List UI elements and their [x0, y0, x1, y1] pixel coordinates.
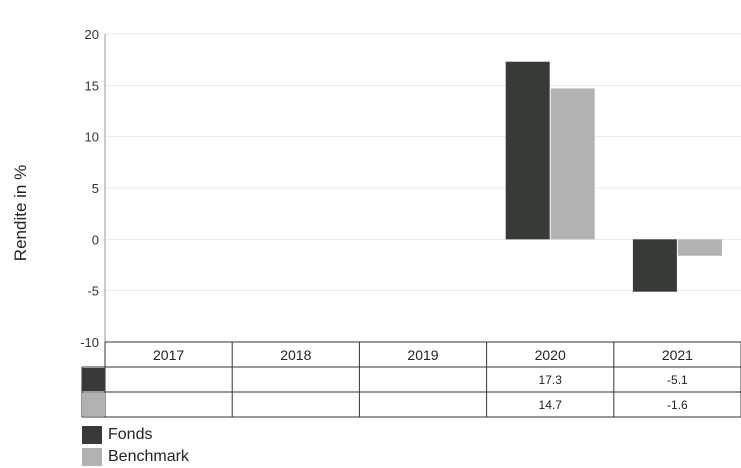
legend-swatch-fonds	[82, 426, 102, 444]
y-tick-label: 20	[85, 27, 99, 42]
legend: Fonds Benchmark	[82, 424, 189, 468]
bar-benchmark-2021	[677, 239, 722, 256]
bar-fonds-2020	[505, 61, 550, 240]
y-tick-label: -10	[80, 335, 99, 350]
y-tick-label: 15	[85, 78, 99, 93]
y-axis-label: Rendite in %	[11, 165, 30, 261]
data-label: -1.6	[667, 398, 688, 412]
y-tick-label: 5	[92, 181, 99, 196]
y-tick-label: -5	[87, 284, 99, 299]
legend-item-benchmark: Benchmark	[82, 446, 189, 468]
data-label: 17.3	[539, 373, 563, 387]
legend-swatch-benchmark	[82, 448, 102, 466]
x-tick-label: 2021	[662, 347, 693, 363]
table-swatch-benchmark	[82, 393, 105, 416]
data-label: -5.1	[667, 373, 688, 387]
legend-label-fonds: Fonds	[108, 426, 153, 443]
x-tick-label: 2018	[280, 347, 311, 363]
legend-label-benchmark: Benchmark	[108, 448, 189, 465]
bar-fonds-2021	[632, 239, 677, 292]
data-label: 14.7	[539, 398, 563, 412]
legend-item-fonds: Fonds	[82, 424, 189, 446]
x-tick-label: 2020	[535, 347, 566, 363]
x-tick-label: 2019	[407, 347, 438, 363]
y-tick-label: 10	[85, 130, 99, 145]
bar-benchmark-2020	[550, 88, 595, 240]
y-tick-label: 0	[92, 232, 99, 247]
x-tick-label: 2017	[153, 347, 184, 363]
table-swatch-fonds	[82, 368, 105, 391]
